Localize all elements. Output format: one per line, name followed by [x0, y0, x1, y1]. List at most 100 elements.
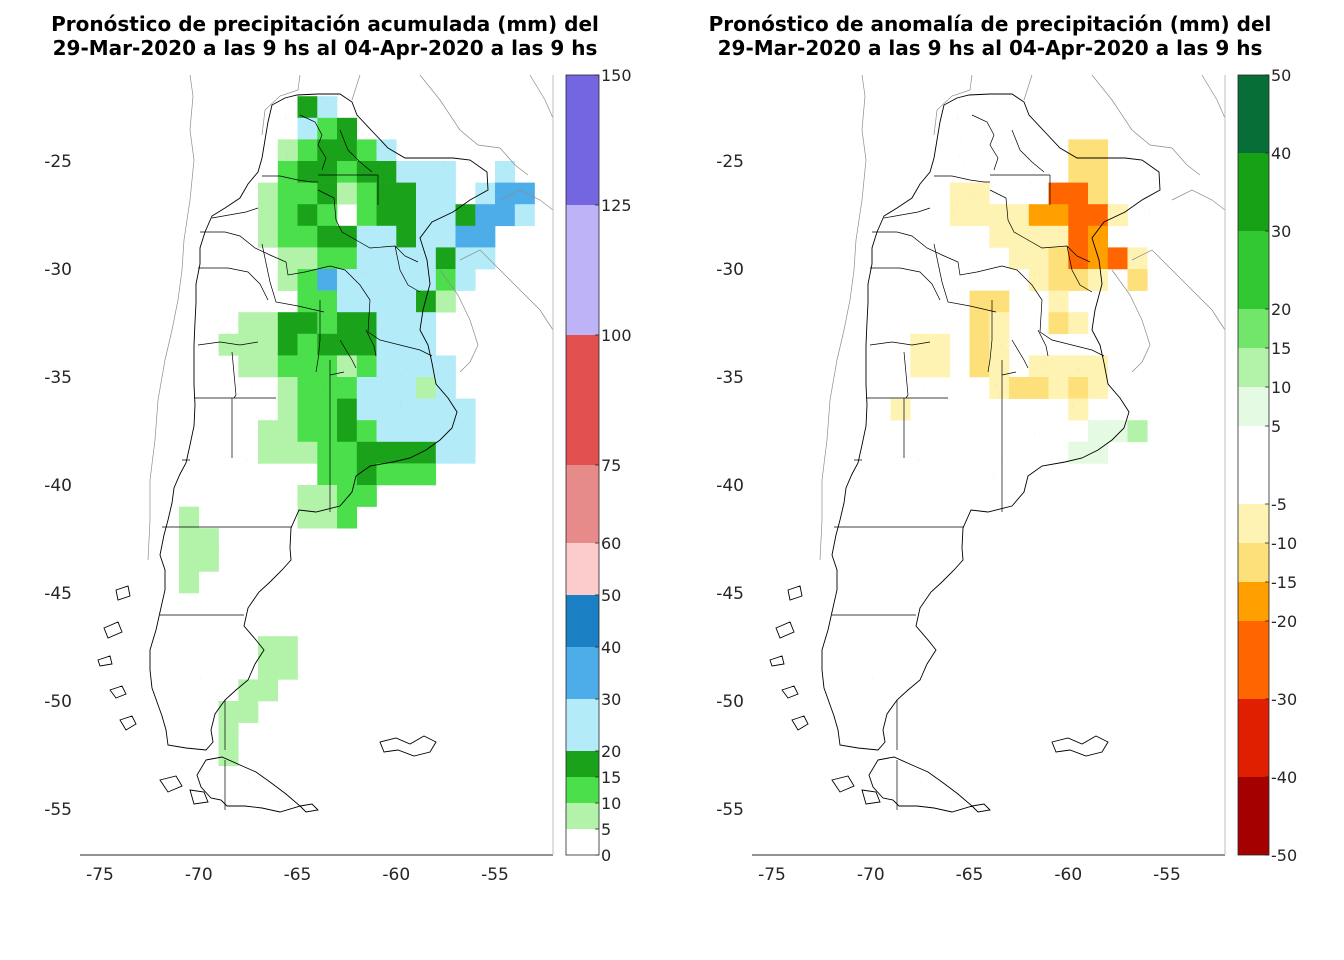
- grid-cell: [475, 204, 496, 227]
- colorbar-segment: [1238, 582, 1269, 621]
- grid-cell: [317, 420, 338, 443]
- grid-cell: [396, 312, 417, 335]
- grid-cell: [1028, 355, 1049, 378]
- grid-cell: [356, 182, 377, 205]
- grid-cell: [890, 398, 911, 421]
- grid-cell: [337, 182, 358, 205]
- grid-cell: [416, 398, 437, 421]
- grid-cell: [1068, 355, 1089, 378]
- colorbar-label: 50: [1271, 66, 1291, 85]
- x-tick-label: -60: [1054, 865, 1082, 885]
- grid-cell: [1048, 182, 1069, 205]
- grid-cell: [1028, 247, 1049, 270]
- grid-cell: [435, 377, 456, 399]
- grid-cell: [1028, 204, 1049, 227]
- grid-cell: [396, 225, 417, 248]
- colorbar-segment: [566, 829, 599, 855]
- grid-cell: [416, 441, 437, 464]
- colorbar-label: -10: [1271, 534, 1297, 553]
- grid-cell: [258, 441, 279, 464]
- colorbar-label: 50: [601, 586, 621, 605]
- grid-cell: [179, 549, 200, 572]
- grid-cell: [337, 139, 358, 162]
- grid-cell: [376, 355, 397, 378]
- grid-cell: [1088, 441, 1109, 464]
- grid-cell: [989, 355, 1010, 378]
- colorbar-label: 5: [601, 820, 611, 839]
- left-title-line2: 29-Mar-2020 a las 9 hs al 04-Apr-2020 a …: [52, 36, 598, 60]
- grid-cell: [435, 441, 456, 464]
- colorbar-label: -30: [1271, 690, 1297, 709]
- colorbar-label: 10: [601, 794, 621, 813]
- grid-cell: [455, 398, 476, 421]
- precipitation-grid-cells: [179, 96, 535, 767]
- grid-cell: [337, 441, 358, 464]
- grid-cell: [297, 204, 318, 227]
- map-axes: -75 -70 -65 -60 -55 -25 -30 -35 -40 -45 -50 -55: [716, 75, 1226, 885]
- colorbar-segment: [566, 335, 599, 465]
- colorbar-label: -50: [1271, 846, 1297, 865]
- grid-cell: [475, 182, 496, 205]
- grid-cell: [356, 420, 377, 443]
- left-title-line1: Pronóstico de precipitación acumulada (m…: [51, 12, 599, 36]
- grid-cell: [435, 398, 456, 421]
- grid-cell: [297, 355, 318, 378]
- colorbar-segment: [566, 465, 599, 543]
- station-markers: [825, 93, 1191, 807]
- grid-cell: [396, 204, 417, 227]
- grid-cell: [1088, 355, 1109, 378]
- grid-cell: [277, 398, 298, 421]
- grid-cell: [416, 312, 437, 335]
- grid-cell: [396, 463, 417, 486]
- grid-cell: [376, 398, 397, 421]
- grid-cell: [337, 247, 358, 270]
- grid-cell: [317, 225, 338, 248]
- grid-cell: [1068, 441, 1089, 464]
- grid-cell: [277, 312, 298, 335]
- grid-cell: [1088, 204, 1109, 227]
- grid-cell: [1068, 161, 1089, 183]
- grid-cell: [1028, 269, 1049, 291]
- x-tick-label: -70: [185, 865, 213, 885]
- grid-cell: [198, 528, 219, 551]
- grid-cell: [1088, 225, 1109, 248]
- colorbar-label: 20: [601, 742, 621, 761]
- grid-cell: [337, 333, 358, 356]
- grid-cell: [435, 290, 456, 313]
- grid-cell: [1009, 225, 1030, 248]
- y-tick-label: -50: [44, 692, 72, 712]
- grid-cell: [396, 161, 417, 183]
- grid-cell: [1068, 312, 1089, 335]
- colorbar-segment: [566, 543, 599, 595]
- grid-cell: [1048, 312, 1069, 335]
- grid-cell: [297, 182, 318, 205]
- grid-cell: [337, 355, 358, 378]
- grid-cell: [317, 506, 338, 529]
- grid-cell: [337, 290, 358, 313]
- grid-cell: [376, 204, 397, 227]
- province-borders: [160, 114, 433, 810]
- grid-cell: [1088, 269, 1109, 291]
- grid-cell: [317, 312, 338, 335]
- grid-cell: [969, 182, 990, 205]
- grid-cell: [396, 420, 417, 443]
- grid-cell: [949, 204, 970, 227]
- grid-cell: [1088, 377, 1109, 399]
- grid-cell: [1048, 204, 1069, 227]
- right-title-line2: 29-Mar-2020 a las 9 hs al 04-Apr-2020 a …: [717, 36, 1263, 60]
- grid-cell: [317, 333, 338, 356]
- grid-cell: [198, 549, 219, 572]
- grid-cell: [396, 290, 417, 313]
- grid-cell: [1088, 420, 1109, 443]
- grid-cell: [1127, 269, 1148, 291]
- grid-cell: [376, 463, 397, 486]
- grid-cell: [337, 398, 358, 421]
- grid-cell: [1009, 204, 1030, 227]
- grid-cell: [337, 269, 358, 291]
- y-tick-label: -45: [44, 584, 72, 604]
- anomaly-grid-cells: [890, 139, 1148, 464]
- x-tick-label: -65: [956, 865, 984, 885]
- y-tick-label: -40: [44, 476, 72, 496]
- colorbar-segment: [1238, 621, 1269, 699]
- grid-cell: [297, 96, 318, 119]
